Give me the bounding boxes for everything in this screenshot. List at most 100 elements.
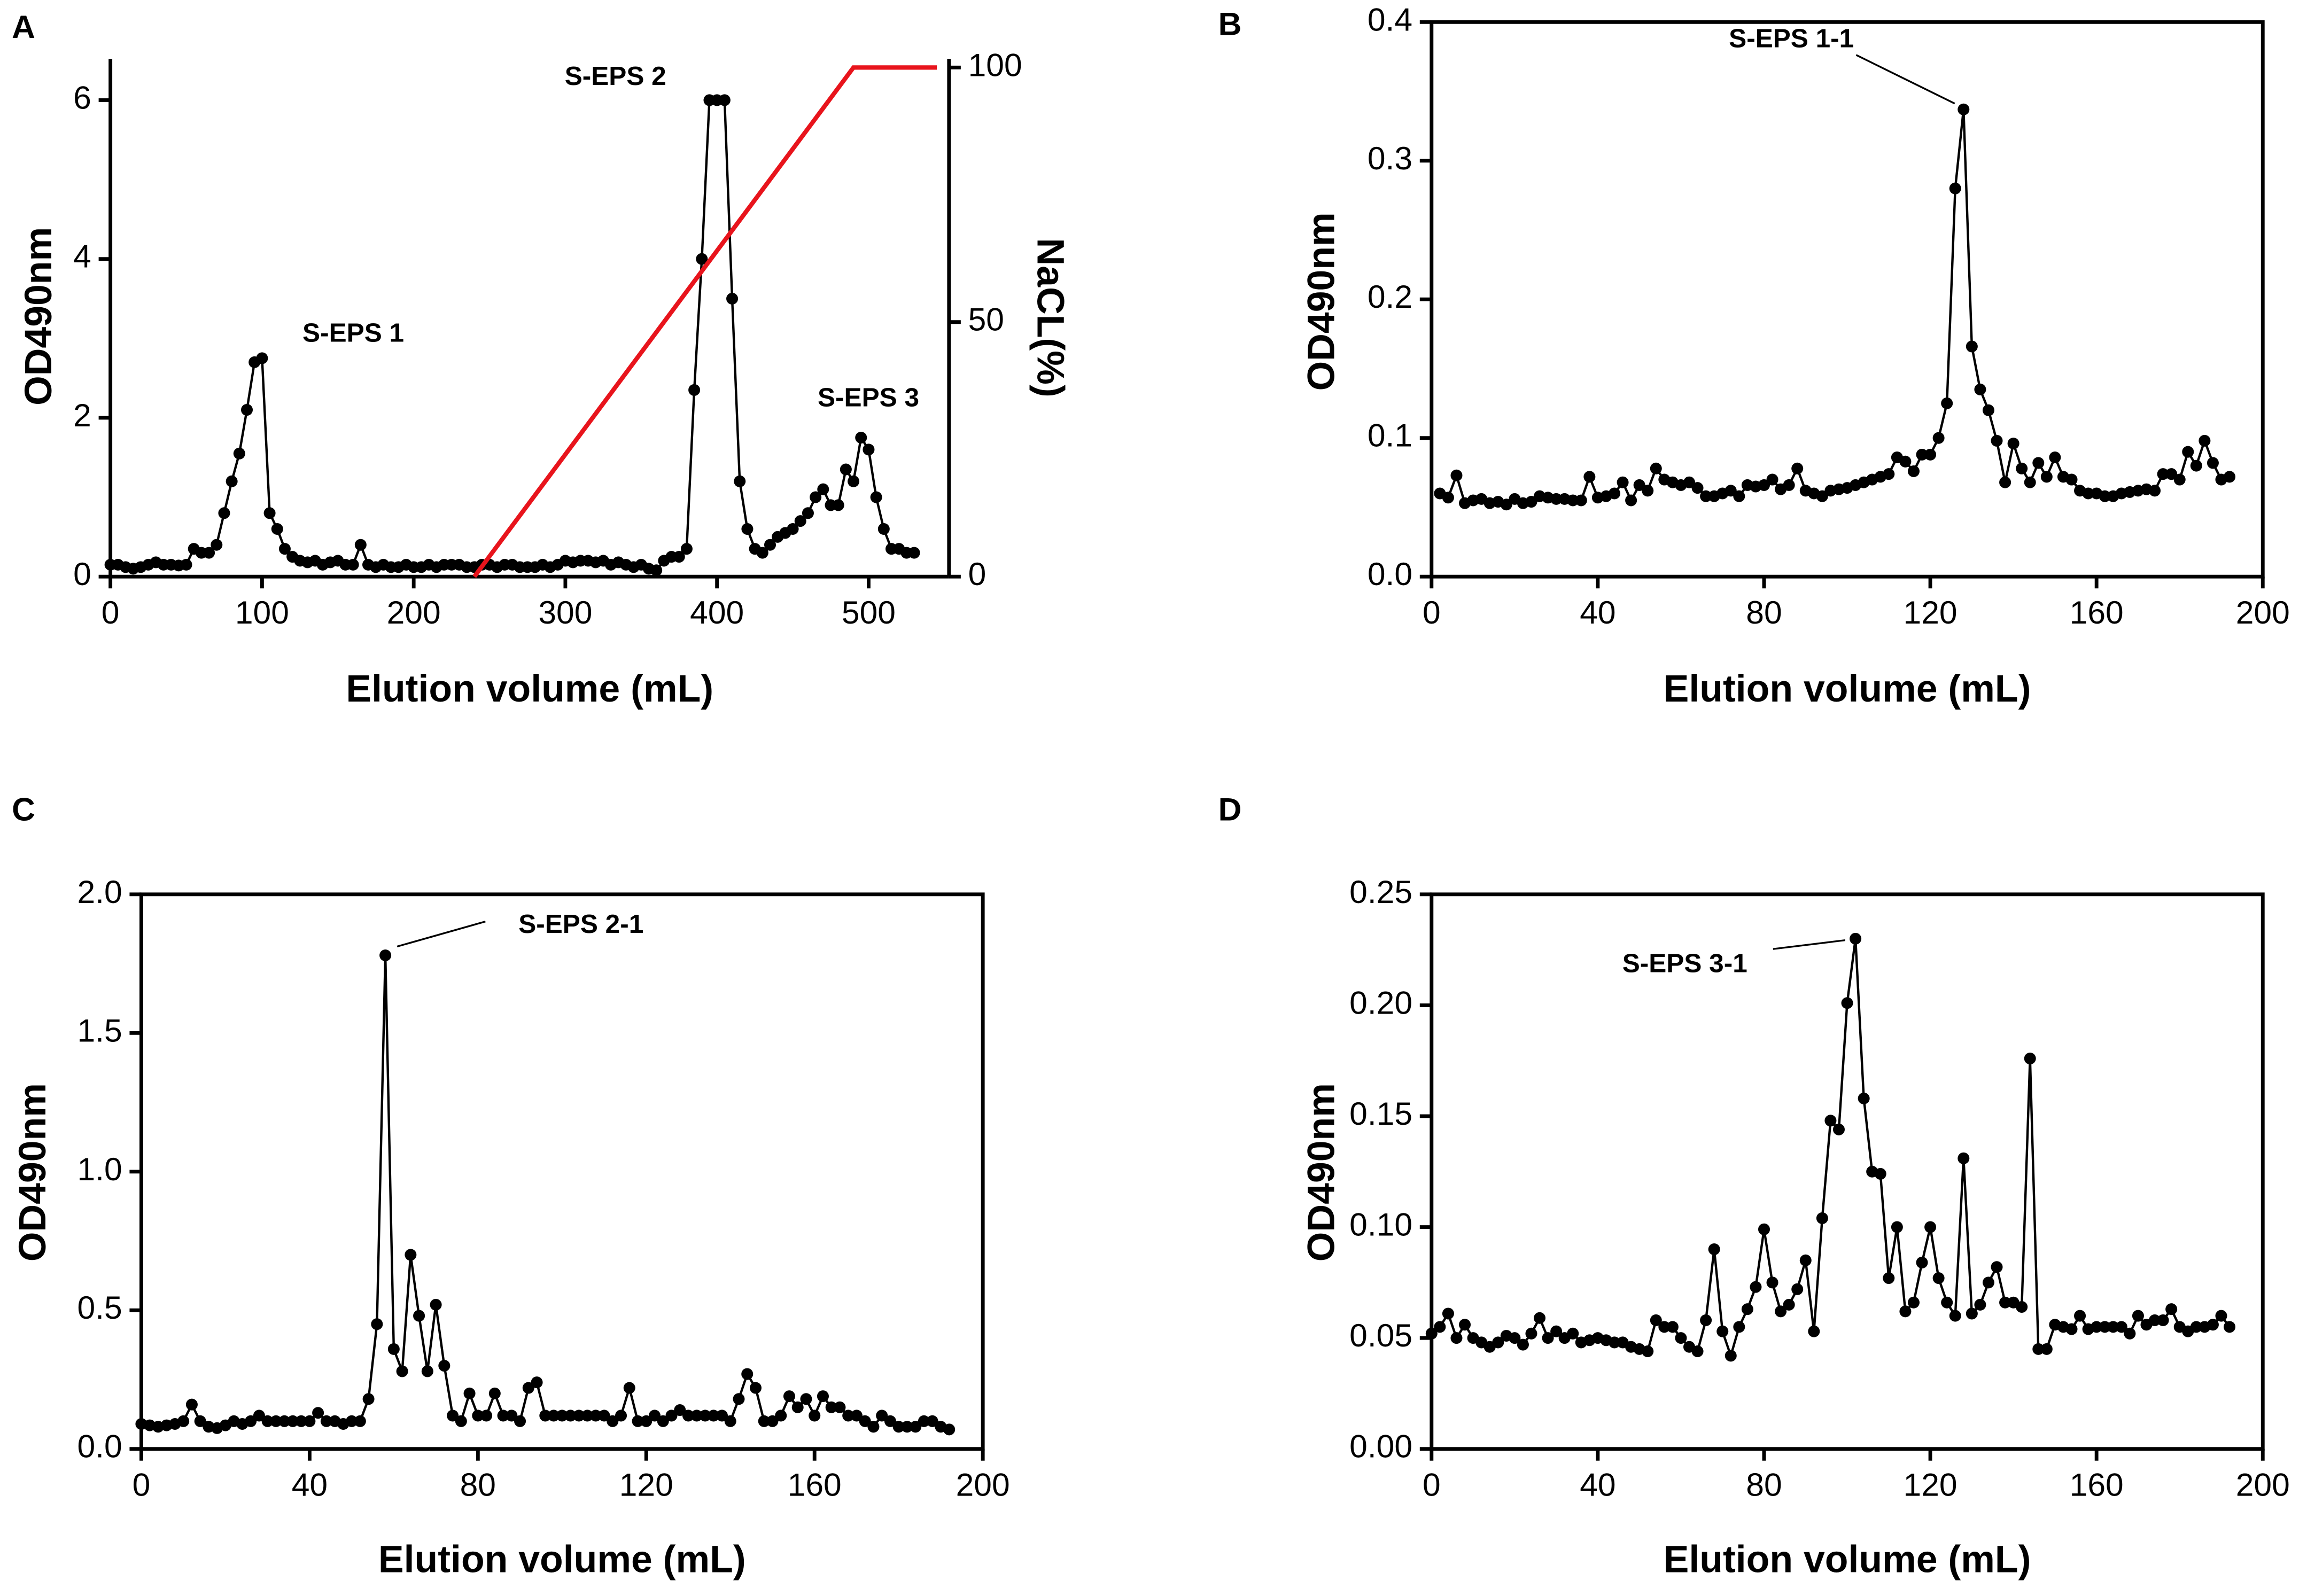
data-point xyxy=(226,475,238,487)
y-tick-label: 1.5 xyxy=(77,1012,122,1048)
data-point xyxy=(1816,490,1828,502)
data-point xyxy=(918,1415,930,1427)
y-tick-label: 1.0 xyxy=(77,1151,122,1187)
y-tick-label: 0.10 xyxy=(1349,1206,1412,1243)
leader-line xyxy=(397,921,486,948)
data-point xyxy=(674,1404,686,1416)
data-point xyxy=(2132,1310,2144,1322)
data-point xyxy=(1824,1115,1837,1127)
data-point xyxy=(2099,1321,2111,1333)
x-tick-label: 160 xyxy=(788,1466,842,1502)
data-point xyxy=(1650,462,1662,474)
data-point xyxy=(2007,438,2019,450)
leader-line xyxy=(1773,939,1846,950)
data-point xyxy=(413,1310,425,1322)
data-point xyxy=(741,523,754,535)
data-point xyxy=(1675,1332,1687,1344)
data-point xyxy=(455,1415,467,1427)
panel-label: D xyxy=(1218,791,1242,828)
data-point xyxy=(387,1343,400,1355)
data-point xyxy=(218,507,230,519)
data-point xyxy=(724,1415,736,1427)
data-point xyxy=(1982,404,1994,416)
y-tick-label: 4 xyxy=(73,238,91,275)
x-tick-label: 120 xyxy=(619,1466,673,1502)
data-point xyxy=(910,1421,922,1433)
data-point xyxy=(817,1390,829,1403)
x-tick-label: 300 xyxy=(538,594,592,630)
data-point xyxy=(1609,1336,1621,1349)
data-point xyxy=(1758,479,1770,491)
plot-frame xyxy=(1430,892,2265,1451)
x-tick-label: 100 xyxy=(235,594,289,630)
data-point xyxy=(708,1410,720,1422)
data-point xyxy=(1450,469,1463,481)
y-tick-label: 0.20 xyxy=(1349,984,1412,1021)
data-point xyxy=(261,1415,274,1427)
x-tick-label: 0 xyxy=(1423,1466,1441,1502)
x-tick-label: 500 xyxy=(842,594,896,630)
data-point xyxy=(764,539,776,551)
data-point xyxy=(1816,1212,1828,1224)
data-point xyxy=(825,1401,837,1413)
data-point xyxy=(1924,1221,1937,1233)
data-point xyxy=(640,1415,653,1427)
data-point xyxy=(1999,476,2011,488)
data-point xyxy=(1974,1298,1986,1311)
annotation: S-EPS 2-1 xyxy=(518,909,643,939)
data-point xyxy=(682,1410,695,1422)
data-line xyxy=(141,955,950,1431)
data-point xyxy=(2032,457,2045,469)
data-point xyxy=(794,515,806,527)
data-point xyxy=(1791,462,1804,474)
data-point xyxy=(514,1415,526,1427)
data-point xyxy=(842,1410,855,1422)
data-point xyxy=(1567,1327,1579,1340)
data-point xyxy=(716,1410,728,1422)
data-point xyxy=(1883,1272,1895,1284)
data-point xyxy=(749,1382,762,1394)
data-point xyxy=(1775,1305,1787,1318)
data-point xyxy=(2016,462,2028,474)
x-axis-title: Elution volume (mL) xyxy=(378,1538,746,1581)
data-point xyxy=(2065,1323,2078,1335)
data-point xyxy=(867,1421,880,1433)
data-point xyxy=(286,1415,299,1427)
data-point xyxy=(1750,1281,1762,1293)
y2-tick-label: 100 xyxy=(968,46,1022,83)
data-point xyxy=(1425,1327,1438,1340)
data-point xyxy=(1500,499,1512,511)
data-point xyxy=(802,507,814,519)
y-tick-label: 6 xyxy=(73,79,91,115)
data-point xyxy=(263,507,276,519)
data-point xyxy=(531,1376,543,1389)
data-point xyxy=(1442,492,1454,504)
data-point xyxy=(680,543,693,555)
panel-label: A xyxy=(12,9,35,45)
y-tick-label: 0.00 xyxy=(1349,1428,1412,1465)
data-point xyxy=(1958,1152,1970,1164)
data-point xyxy=(1916,1256,1928,1268)
data-point xyxy=(233,447,245,460)
data-point xyxy=(615,1410,627,1422)
data-point xyxy=(320,1415,332,1427)
data-point xyxy=(688,384,701,396)
data-point xyxy=(347,558,359,571)
y-axis-title: OD490nm xyxy=(1300,212,1343,391)
plot-frame xyxy=(139,892,985,1451)
data-point xyxy=(2207,457,2219,469)
data-point xyxy=(734,475,746,487)
data-point xyxy=(1642,1345,1654,1358)
data-point xyxy=(354,1415,366,1427)
x-tick-label: 40 xyxy=(292,1466,328,1502)
data-point xyxy=(623,1382,635,1394)
y-tick-label: 0.25 xyxy=(1349,874,1412,910)
data-point xyxy=(632,1415,644,1427)
y2-axis-title: NaCL(%) xyxy=(1029,238,1071,398)
data-point xyxy=(787,523,799,535)
data-point xyxy=(2115,1321,2127,1333)
x-tick-label: 160 xyxy=(2070,594,2124,630)
data-point xyxy=(2099,490,2111,502)
data-point xyxy=(1658,1321,1671,1333)
